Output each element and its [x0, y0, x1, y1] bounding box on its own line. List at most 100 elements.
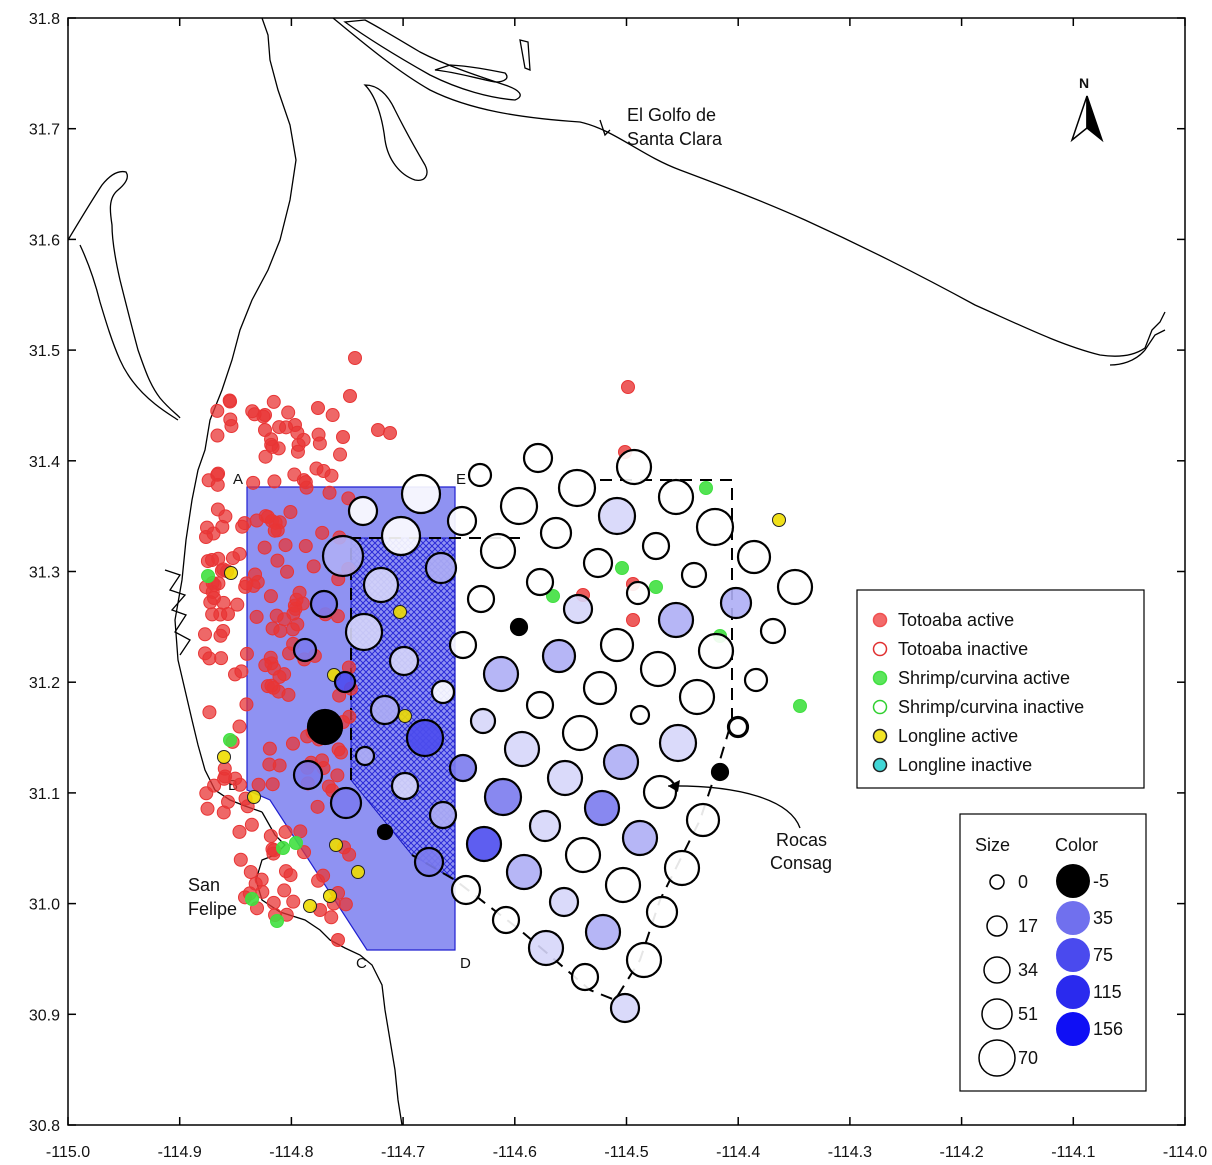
y-tick-label: 31.8: [29, 11, 60, 28]
grid-circle: [309, 589, 339, 619]
legend-size-circle: [989, 874, 1005, 890]
legend-size-circle: [981, 998, 1013, 1030]
grid-circle: [658, 723, 698, 763]
fishing-event-point: [322, 485, 337, 500]
legend-color-swatch: [1056, 1012, 1090, 1046]
fishing-event-point: [287, 467, 302, 482]
fishing-event-point: [210, 467, 225, 482]
grid-circle: [448, 753, 478, 783]
fishing-event-point: [278, 538, 293, 553]
grid-circle: [428, 800, 458, 830]
fishing-event-point: [329, 838, 343, 852]
fishing-event-point: [371, 423, 385, 437]
fishing-event-point: [258, 423, 272, 437]
rocas-pointer-head: [668, 780, 680, 792]
grid-circle: [424, 551, 458, 585]
legend-type-label: Totoaba active: [898, 610, 1014, 630]
grid-circle: [759, 617, 787, 645]
delta-island-1: [343, 19, 521, 101]
fishing-event-point: [286, 894, 301, 909]
mouth-inlet: [599, 119, 611, 137]
fishing-event-point: [210, 428, 225, 443]
legend-size-label: 17: [1018, 916, 1038, 936]
y-tick-label: 31.5: [29, 343, 60, 360]
grid-circle: [625, 580, 651, 606]
legend-type-swatch: [872, 670, 888, 686]
x-tick-label: -114.2: [940, 1144, 984, 1161]
grid-circle: [369, 694, 401, 726]
corner-c: C: [356, 955, 367, 972]
fishing-event-point: [233, 852, 248, 867]
delta-west-bank-2: [79, 244, 179, 421]
fishing-event-point: [266, 394, 281, 409]
fishing-event-point: [223, 733, 237, 747]
fishing-event-point: [393, 605, 407, 619]
rocas-label-line1: Rocas: [776, 830, 827, 850]
size-color-legend: Size Color 0 17 34 51 70 -5 35 75 115 156: [959, 813, 1147, 1092]
fishing-event-point: [235, 519, 250, 534]
fishing-event-point: [303, 899, 317, 913]
grid-circle: [405, 718, 445, 758]
fishing-event-point: [310, 799, 325, 814]
legend-color-label: 115: [1093, 982, 1122, 1002]
fishing-event-point: [210, 502, 225, 517]
fishing-event-point: [270, 914, 284, 928]
grid-circle: [413, 846, 445, 878]
grid-circle: [354, 745, 376, 767]
grid-circle: [663, 849, 701, 887]
legend-type-label: Longline active: [898, 726, 1018, 746]
fishing-event-point: [325, 408, 340, 423]
fishing-event-point: [292, 585, 307, 600]
grid-circle: [562, 593, 594, 625]
fishing-event-point: [251, 777, 266, 792]
fishing-event-point: [615, 561, 629, 575]
delta-island-3: [434, 64, 508, 83]
fishing-event-point: [276, 841, 290, 855]
grid-circle: [557, 468, 597, 508]
x-tick-label: -114.5: [604, 1144, 648, 1161]
coastline: [67, 17, 1166, 1126]
grid-circle: [685, 802, 721, 838]
fishing-event-point: [306, 559, 321, 574]
fishing-event-point: [262, 757, 277, 772]
grid-circle: [333, 670, 357, 694]
grid-circle: [528, 809, 562, 843]
fishing-event-point: [207, 591, 221, 605]
fishing-event-point: [267, 523, 282, 538]
x-tick-label: -114.7: [381, 1144, 425, 1161]
fishing-event-point: [311, 401, 325, 415]
grid-circle: [641, 531, 671, 561]
fishing-event-point: [258, 449, 273, 464]
grid-circle: [400, 473, 442, 515]
grid-circle: [465, 825, 503, 863]
grid-circle: [482, 655, 520, 693]
x-tick-label: -114.4: [716, 1144, 760, 1161]
rocas-pointer-arrow: [667, 785, 801, 829]
fishing-event-point: [283, 505, 298, 520]
x-tick-label: -114.1: [1051, 1144, 1095, 1161]
fishing-event-point: [254, 872, 269, 887]
grid-circle: [329, 786, 363, 820]
grid-circle: [491, 905, 521, 935]
fishing-event-point: [316, 464, 331, 479]
grid-circle: [469, 707, 497, 735]
legend-type-swatch: [872, 641, 888, 657]
grid-circle: [483, 777, 523, 817]
grid-circle: [680, 561, 708, 589]
legend-color-swatch: [1056, 975, 1090, 1009]
grid-circle: [629, 704, 651, 726]
grid-circle: [582, 670, 618, 706]
fishing-event-point: [290, 617, 305, 632]
fishing-event-point: [260, 509, 275, 524]
fishing-event-point: [248, 567, 263, 582]
corner-e: E: [456, 471, 466, 488]
x-tick-label: -114.6: [493, 1144, 537, 1161]
corner-a: A: [233, 471, 243, 488]
grid-circle: [321, 534, 365, 578]
fishing-event-point: [649, 580, 663, 594]
grid-circle: [678, 678, 716, 716]
x-tick-label: -114.0: [1163, 1144, 1207, 1161]
fishing-event-point: [621, 380, 635, 394]
grid-circle: [604, 866, 642, 904]
fishing-event-point: [232, 824, 247, 839]
